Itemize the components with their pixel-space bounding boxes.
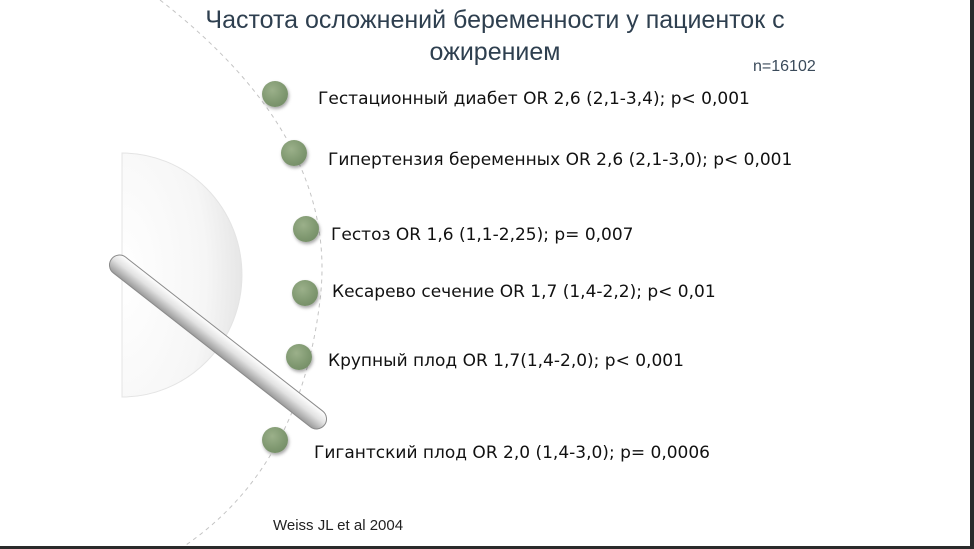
list-item: Гипертензия беременных OR 2,6 (2,1-3,0);… — [328, 150, 793, 170]
list-item: Гестационный диабет OR 2,6 (2,1-3,4); p<… — [318, 89, 750, 109]
list-item: Гигантский плод OR 2,0 (1,4-3,0); p= 0,0… — [314, 443, 710, 463]
citation: Weiss JL et al 2004 — [273, 517, 404, 534]
sample-size: n=16102 — [753, 58, 816, 75]
bullet-1-icon — [262, 81, 288, 107]
diagonal-bar — [108, 254, 328, 430]
bullet-2-icon — [281, 140, 307, 166]
frame-bottom-border — [0, 546, 974, 549]
list-item: Крупный плод OR 1,7(1,4-2,0); p< 0,001 — [328, 351, 684, 371]
bullet-4-icon — [292, 280, 318, 306]
bullet-5-icon — [286, 344, 312, 370]
list-item: Гестоз OR 1,6 (1,1-2,25); p= 0,007 — [331, 225, 634, 245]
list-item: Кесарево сечение OR 1,7 (1,4-2,2); p< 0,… — [332, 282, 716, 302]
slide-title: Частота осложнений беременности у пациен… — [205, 6, 785, 66]
frame-right-border — [970, 0, 974, 549]
bullet-3-icon — [293, 216, 319, 242]
bullet-6-icon — [262, 427, 288, 453]
